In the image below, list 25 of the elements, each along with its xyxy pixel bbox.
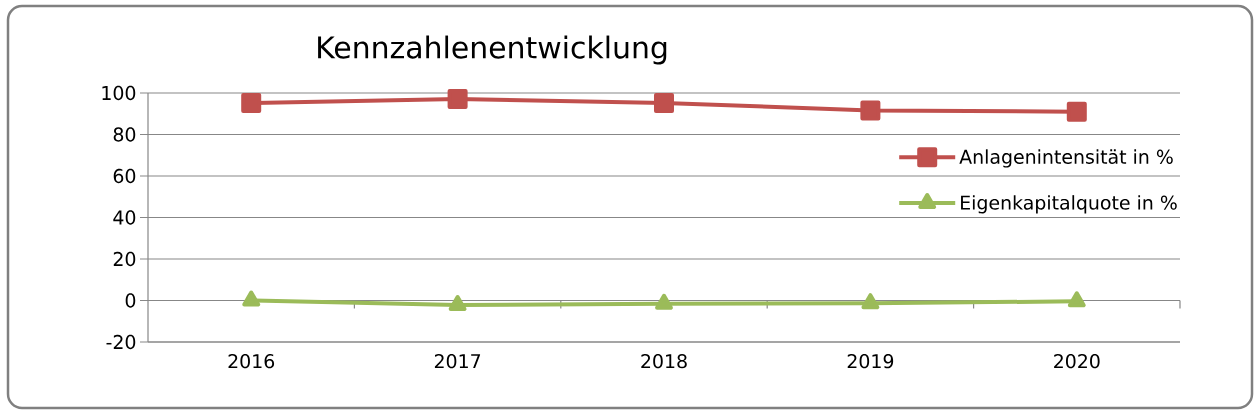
point: [1067, 291, 1086, 308]
x-tick-label: 2017: [434, 354, 481, 369]
chart-title: Kennzahlenentwicklung: [318, 35, 667, 65]
y-tick-label: 40: [113, 210, 136, 225]
x-tick-label: 2018: [641, 354, 687, 369]
x-tick-label: 2016: [228, 354, 275, 369]
point: [242, 290, 261, 307]
point: [861, 293, 880, 310]
y-tick-label: 0: [125, 293, 136, 308]
point: [447, 89, 468, 110]
legend-label: Eigenkapitalquote in %: [961, 195, 1177, 214]
point: [860, 100, 881, 121]
point: [448, 295, 467, 312]
y-tick-label: -20: [106, 334, 136, 350]
x-tick-label: 2019: [847, 354, 894, 369]
x-tick-label: 2020: [1054, 354, 1100, 369]
y-tick-label: 20: [113, 251, 136, 267]
y-tick-label: 100: [102, 85, 136, 101]
point: [241, 92, 262, 113]
legend-label: Anlagenintensität in %: [959, 149, 1173, 168]
y-tick-label: 60: [113, 168, 136, 184]
point: [654, 92, 674, 113]
point: [655, 293, 673, 310]
point: [1066, 101, 1087, 122]
y-tick-label: 80: [113, 127, 136, 142]
